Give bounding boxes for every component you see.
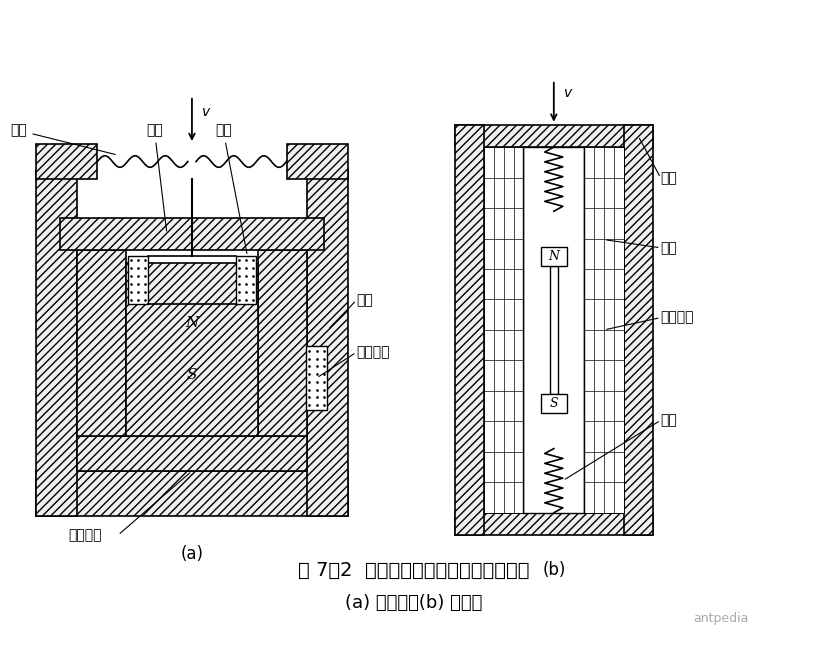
Bar	[483, 147, 523, 512]
Bar	[36, 170, 77, 516]
Bar	[60, 217, 323, 250]
Text: S: S	[549, 397, 557, 410]
Bar	[455, 512, 652, 535]
Text: (a) 动圈式；(b) 动铁式: (a) 动圈式；(b) 动铁式	[345, 593, 482, 611]
Bar	[306, 346, 327, 410]
Bar	[235, 256, 256, 304]
Text: (a): (a)	[180, 545, 203, 564]
Text: v: v	[563, 85, 571, 100]
Text: S: S	[186, 368, 197, 382]
Text: 永久磁铁: 永久磁铁	[69, 528, 102, 542]
Text: 永久磁铁: 永久磁铁	[660, 311, 693, 325]
Bar	[523, 147, 584, 512]
Text: 线圈: 线圈	[660, 241, 676, 255]
Bar	[77, 250, 126, 435]
Text: 补偿线圈: 补偿线圈	[356, 345, 390, 359]
Text: 磁轭: 磁轭	[356, 293, 373, 307]
Text: antpedia: antpedia	[693, 612, 748, 625]
Bar	[77, 435, 307, 471]
Bar	[127, 256, 148, 304]
Text: 极掌: 极掌	[146, 124, 166, 231]
Text: (b): (b)	[542, 562, 565, 580]
Bar	[623, 125, 652, 535]
Bar	[540, 247, 566, 266]
Bar	[540, 394, 566, 413]
Bar	[455, 125, 483, 535]
Text: v: v	[202, 105, 210, 119]
Bar	[455, 125, 652, 147]
Text: N: N	[547, 250, 559, 263]
Bar	[584, 147, 623, 512]
Text: 弹簧: 弹簧	[11, 124, 115, 155]
Bar	[286, 144, 348, 179]
Bar	[549, 266, 557, 394]
Bar	[257, 250, 307, 435]
Text: N: N	[185, 316, 198, 330]
Bar	[36, 144, 98, 179]
Bar	[36, 471, 348, 516]
Text: 图 7－2  恒磁通式磁电传感器结构原理图: 图 7－2 恒磁通式磁电传感器结构原理图	[298, 561, 529, 580]
Bar	[126, 263, 257, 435]
Bar	[307, 170, 348, 516]
Text: 壳体: 壳体	[660, 171, 676, 185]
Text: 弹簧: 弹簧	[660, 413, 676, 427]
Text: 线圈: 线圈	[214, 124, 246, 254]
